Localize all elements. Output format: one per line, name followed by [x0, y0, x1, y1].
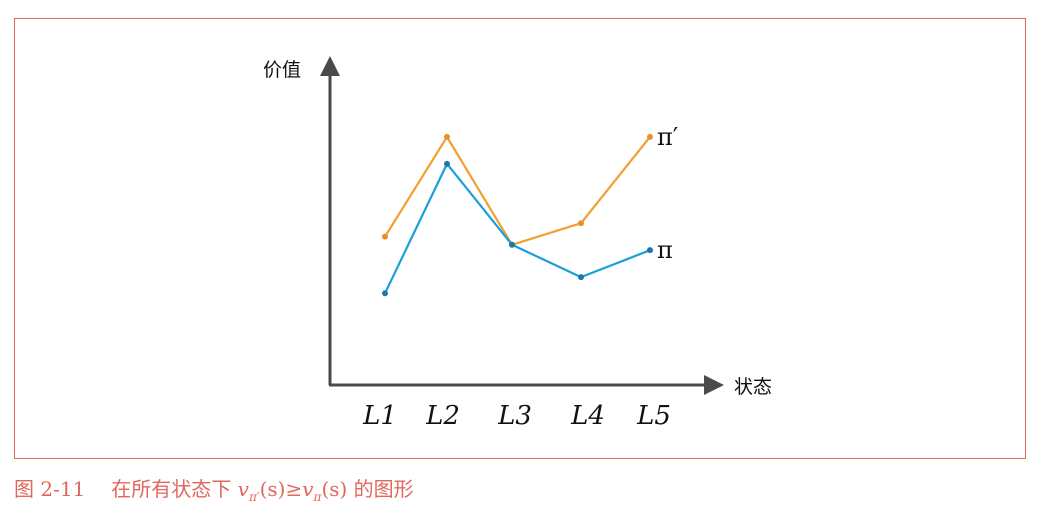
caption-relation: ≥	[285, 477, 303, 501]
y-axis-label: 价值	[263, 59, 301, 81]
x-tick-l1: L1	[362, 401, 397, 431]
series-1-point-3	[578, 274, 584, 281]
series-0-point-3	[578, 220, 584, 227]
caption-v2: v	[302, 477, 314, 501]
series-line-1	[384, 162, 651, 294]
caption-v1: v	[237, 477, 249, 501]
series-1-point-1	[444, 160, 450, 167]
caption-arg2: (s)	[321, 477, 348, 501]
x-tick-l5: L5	[636, 401, 671, 431]
series-line-0	[384, 135, 651, 246]
series-0-point-4	[647, 133, 653, 140]
x-tick-l2: L2	[425, 401, 460, 431]
x-axis-label: 状态	[734, 376, 772, 398]
series-0-point-0	[382, 233, 388, 240]
series-0-point-1	[444, 133, 450, 140]
caption-arg1: (s)	[259, 477, 286, 501]
x-axis-arrow-icon	[704, 375, 724, 395]
series-label-1: π	[657, 236, 673, 264]
figure-caption: 图 2-11 在所有状态下 vπ′(s)≥vπ(s) 的图形	[14, 474, 414, 504]
y-axis-arrow-icon	[320, 56, 340, 76]
series-1-point-0	[382, 290, 388, 297]
caption-number: 图 2-11	[14, 477, 86, 501]
series-1-point-4	[647, 247, 653, 254]
caption-sub1: π′	[248, 490, 260, 504]
value-comparison-chart: 价值 状态 L1 L2 L3 L4 L5 π′ π	[263, 56, 772, 431]
caption-text-before: 在所有状态下	[111, 477, 232, 501]
x-tick-l4: L4	[570, 401, 605, 431]
series-label-0: π′	[657, 123, 678, 151]
x-tick-l3: L3	[497, 401, 532, 431]
caption-text-after: 的图形	[353, 477, 414, 501]
caption-sub2: π	[313, 490, 322, 504]
series-1-point-2	[509, 241, 515, 248]
